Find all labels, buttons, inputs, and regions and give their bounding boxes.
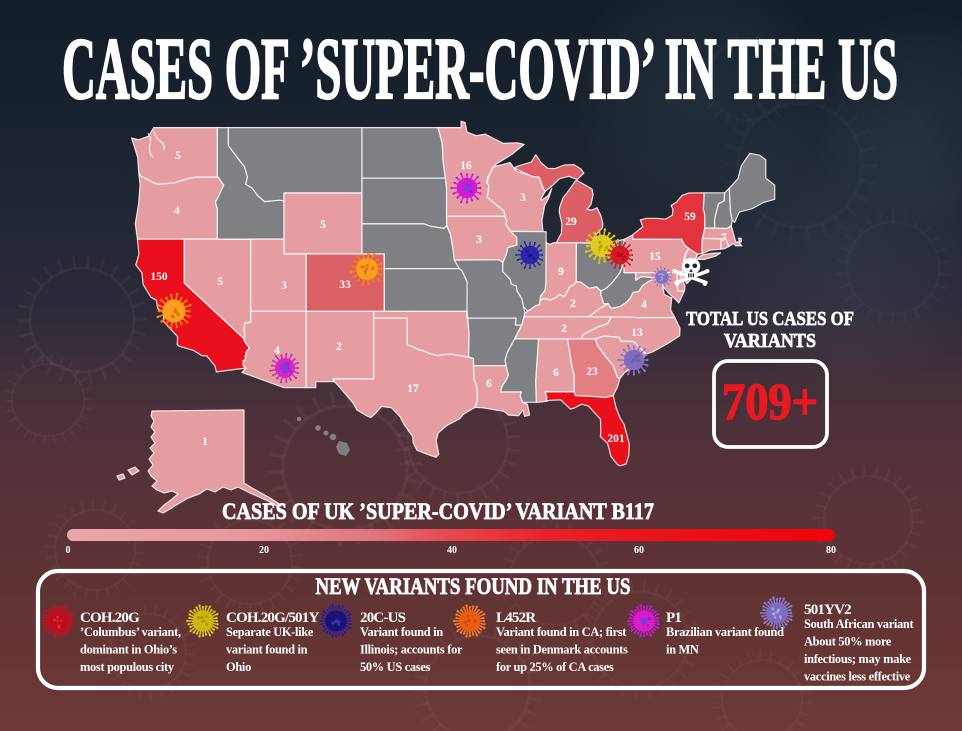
svg-text:17: 17 <box>407 383 419 395</box>
svg-text:7: 7 <box>721 232 727 244</box>
svg-text:40: 40 <box>447 545 457 556</box>
svg-text:Variant found in: Variant found in <box>360 625 443 639</box>
svg-text:6: 6 <box>486 378 492 390</box>
svg-text:5: 5 <box>217 276 223 288</box>
svg-text:4: 4 <box>274 345 280 357</box>
svg-text:20: 20 <box>259 545 269 556</box>
svg-text:33: 33 <box>339 279 351 291</box>
svg-text:vaccines less effective: vaccines less effective <box>804 670 911 684</box>
svg-text:NEW VARIANTS FOUND IN THE US: NEW VARIANTS FOUND IN THE US <box>316 574 631 599</box>
svg-text:201: 201 <box>607 433 625 445</box>
svg-text:P1: P1 <box>666 610 681 626</box>
svg-text:3: 3 <box>281 280 287 292</box>
svg-text:COH.20G: COH.20G <box>80 610 140 626</box>
svg-text:COH.20G/501Y: COH.20G/501Y <box>226 610 319 626</box>
svg-text:1: 1 <box>202 436 208 448</box>
svg-text:most populous city: most populous city <box>80 660 175 674</box>
svg-text:South African variant: South African variant <box>804 617 915 631</box>
svg-text:150: 150 <box>150 271 168 283</box>
svg-text:About 50% more: About 50% more <box>804 635 892 649</box>
svg-text:3: 3 <box>520 192 526 204</box>
svg-text:80: 80 <box>826 545 836 556</box>
svg-text:Variant found in CA; first: Variant found in CA; first <box>496 625 627 639</box>
svg-text:Ohio: Ohio <box>226 660 251 674</box>
svg-text:CASES OF ’SUPER-COVID’ IN THE: CASES OF ’SUPER-COVID’ IN THE US <box>62 21 898 118</box>
svg-text:9: 9 <box>558 266 564 278</box>
svg-text:16: 16 <box>460 160 472 172</box>
svg-text:for up 25% of CA cases: for up 25% of CA cases <box>496 660 614 674</box>
svg-text:2: 2 <box>570 298 576 310</box>
svg-text:29: 29 <box>565 216 577 228</box>
svg-text:variant found in: variant found in <box>226 643 308 657</box>
svg-text:501YV2: 501YV2 <box>804 602 851 618</box>
svg-text:23: 23 <box>586 366 598 378</box>
svg-text:5: 5 <box>320 219 326 231</box>
svg-text:60: 60 <box>634 545 644 556</box>
svg-text:in MN: in MN <box>666 643 699 657</box>
svg-text:709+: 709+ <box>722 374 818 431</box>
svg-text:0: 0 <box>66 545 71 556</box>
svg-text:CASES OF UK ’SUPER-COVID’ VARI: CASES OF UK ’SUPER-COVID’ VARIANT B117 <box>222 499 654 525</box>
svg-text:5: 5 <box>175 150 181 162</box>
svg-text:59: 59 <box>684 211 696 223</box>
svg-text:Separate UK-like: Separate UK-like <box>226 625 314 639</box>
svg-text:seen in Denmark accounts: seen in Denmark accounts <box>496 643 628 657</box>
svg-text:2: 2 <box>336 341 342 353</box>
svg-text:’Columbus’ variant,: ’Columbus’ variant, <box>80 625 181 639</box>
svg-text:3: 3 <box>476 234 482 246</box>
svg-text:VARIANTS: VARIANTS <box>724 330 816 352</box>
svg-text:4: 4 <box>174 205 180 217</box>
svg-text:dominant in Ohio’s: dominant in Ohio’s <box>80 643 177 657</box>
svg-text:6: 6 <box>553 367 559 379</box>
svg-text:infectious; may make: infectious; may make <box>804 652 912 666</box>
svg-text:15: 15 <box>649 251 661 263</box>
svg-text:Brazilian variant found: Brazilian variant found <box>666 625 784 639</box>
svg-text:L452R: L452R <box>496 610 536 626</box>
svg-text:50% US cases: 50% US cases <box>360 660 431 674</box>
svg-text:2: 2 <box>561 323 567 335</box>
svg-text:Illinois; accounts for: Illinois; accounts for <box>360 643 463 657</box>
svg-text:20C-US: 20C-US <box>360 610 406 626</box>
svg-text:4: 4 <box>641 299 647 311</box>
svg-text:13: 13 <box>631 327 643 339</box>
svg-text:TOTAL US CASES OF: TOTAL US CASES OF <box>686 308 854 330</box>
